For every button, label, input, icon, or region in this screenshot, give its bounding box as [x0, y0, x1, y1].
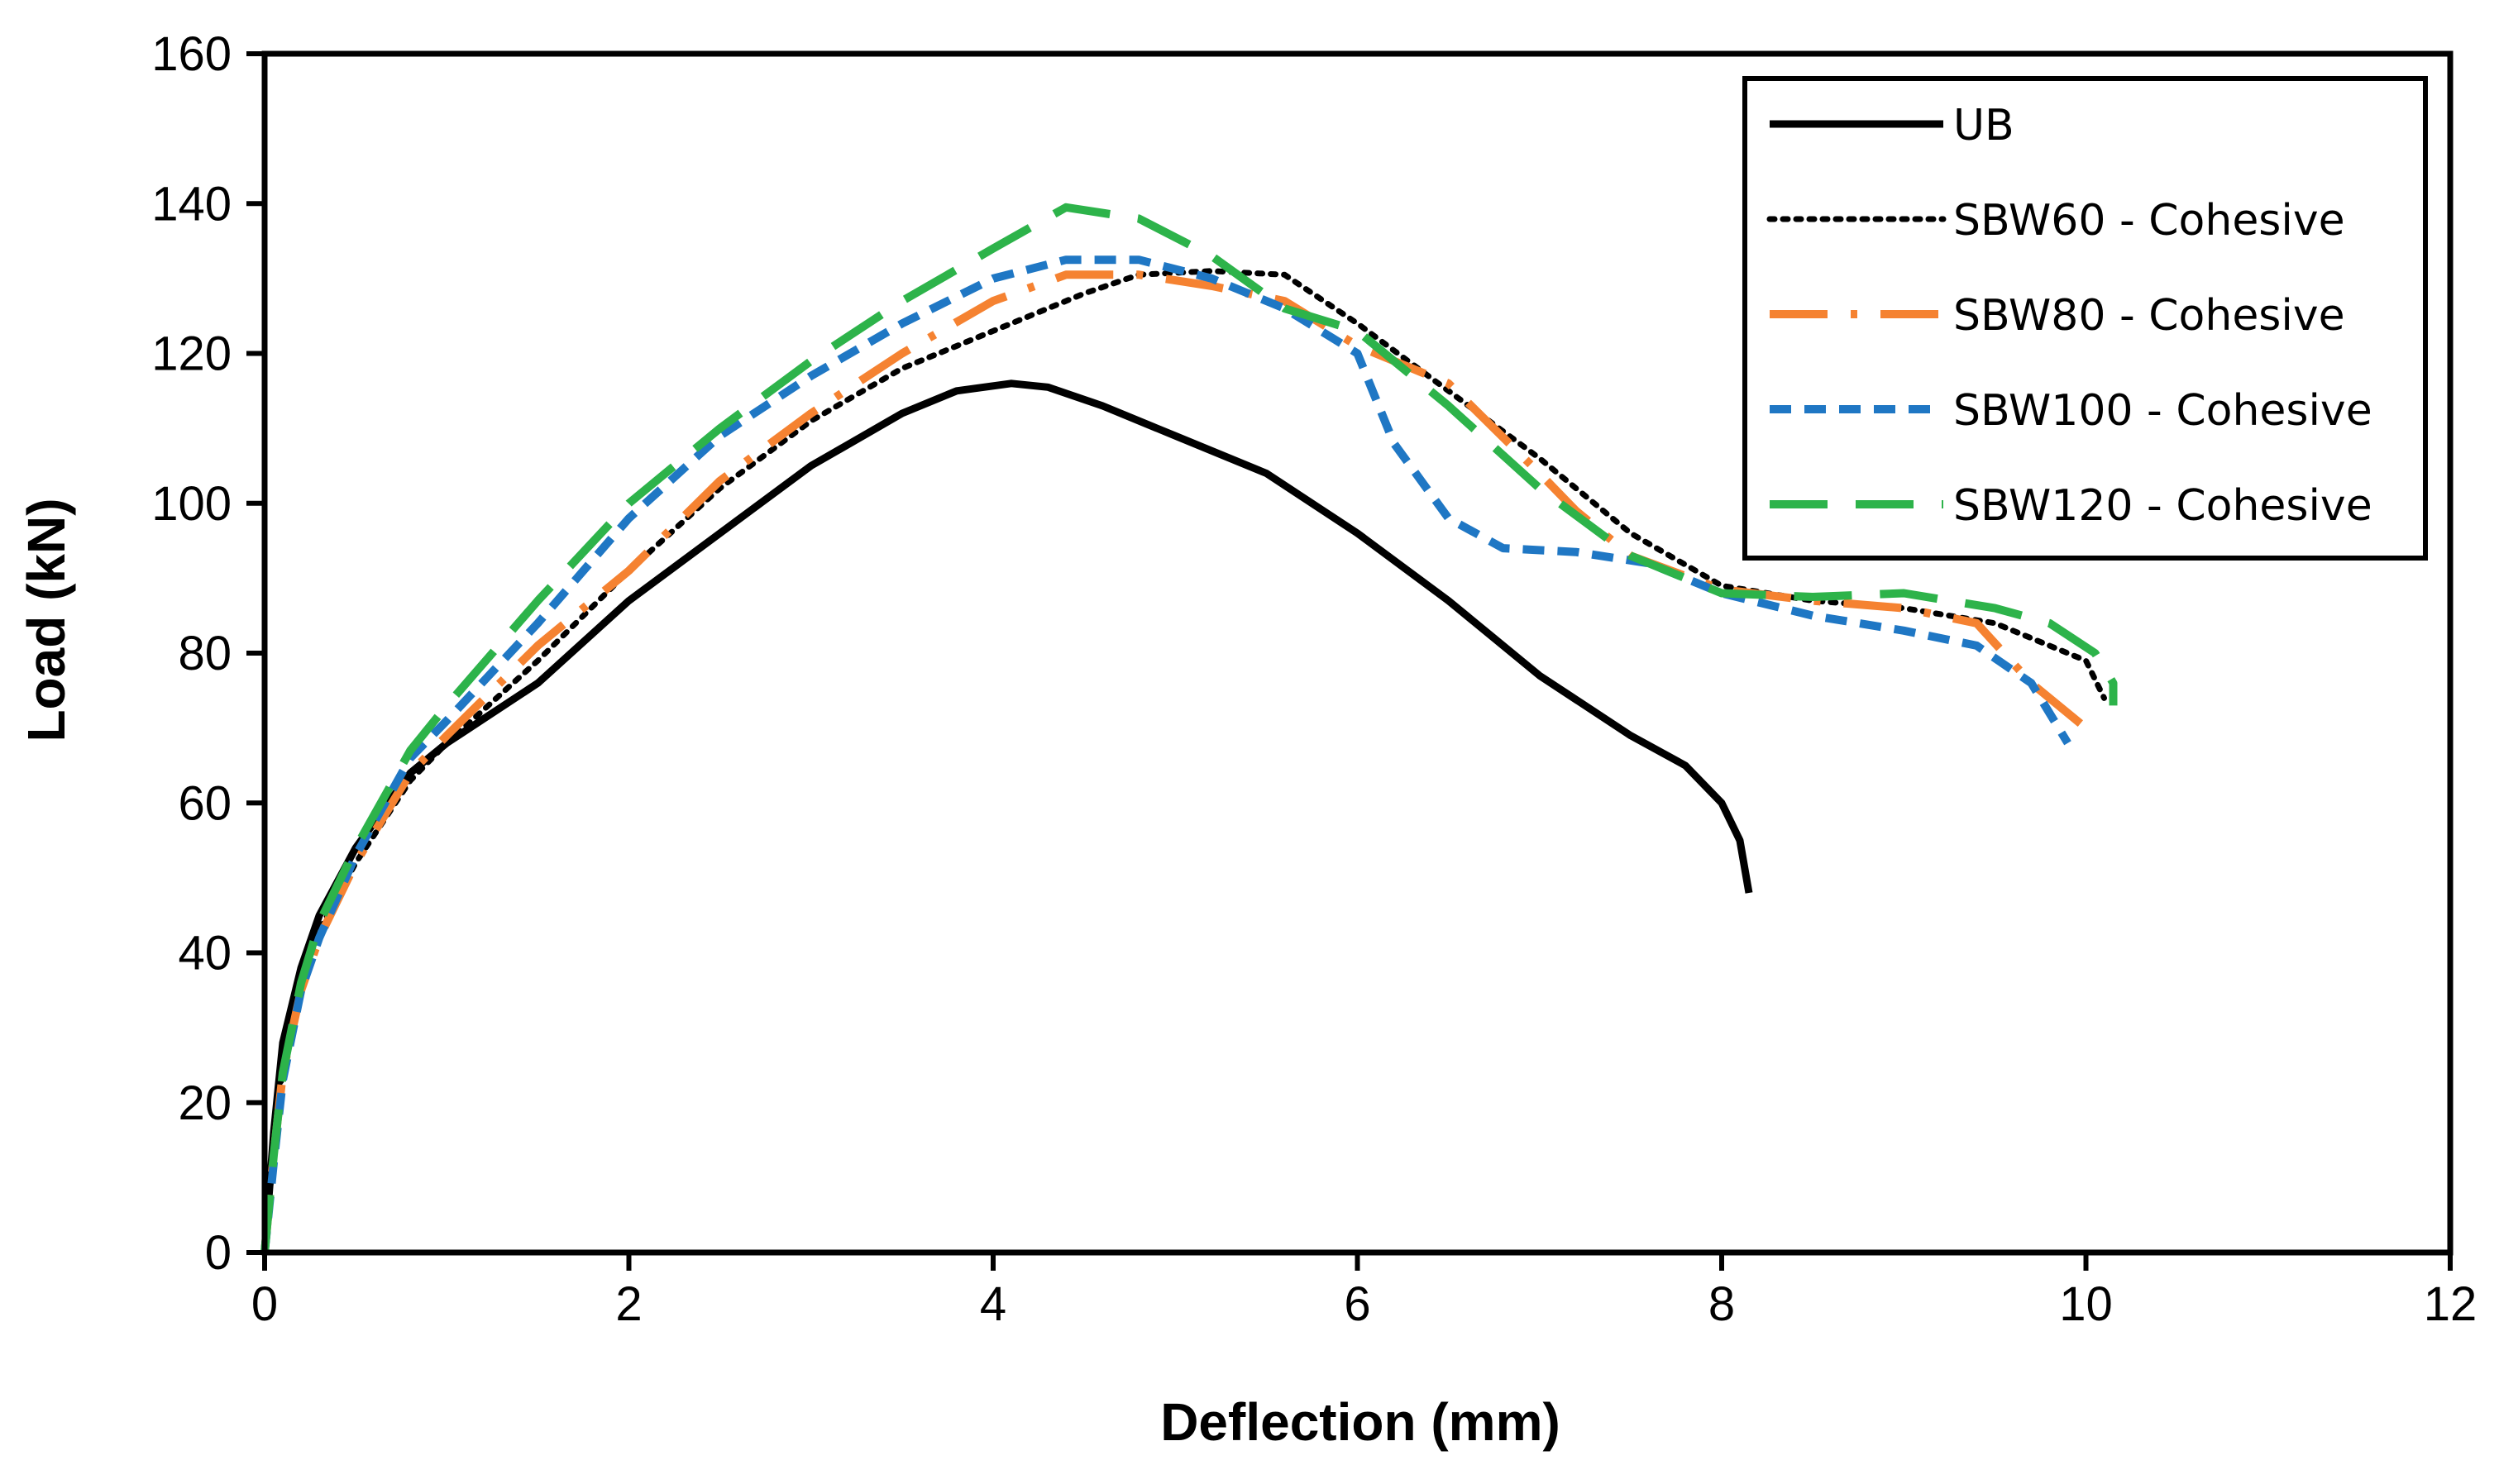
y-axis: 0 20 40 60 80 100 120 140 160: [151, 27, 265, 1280]
y-axis-title: Load (kN): [17, 498, 76, 742]
legend-label: UB: [1953, 101, 2014, 150]
x-axis: 0 2 4 6 8 10 12: [251, 1253, 2477, 1331]
y-tick-label: 100: [151, 477, 232, 531]
x-tick-label: 8: [1708, 1277, 1735, 1331]
legend-label: SBW60 - Cohesive: [1953, 196, 2345, 246]
y-tick-label: 80: [178, 627, 232, 680]
series-layer: [260, 203, 2118, 1256]
legend-box: [1742, 76, 2428, 561]
x-tick-label: 0: [251, 1277, 278, 1331]
y-tick-label: 160: [151, 27, 232, 81]
y-tick-label: 40: [178, 927, 232, 981]
x-axis-title: Deflection (mm): [1160, 1392, 1560, 1452]
y-tick-label: 140: [151, 177, 232, 231]
legend-label: SBW100 - Cohesive: [1953, 386, 2372, 436]
x-tick-label: 12: [2424, 1277, 2477, 1331]
x-tick-label: 6: [1344, 1277, 1370, 1331]
x-tick-label: 2: [615, 1277, 642, 1331]
legend: UB SBW60 - Cohesive SBW80 - Cohesive SBW100…: [1742, 76, 2428, 561]
series-line-sbw120-cohesive: [260, 203, 2118, 1253]
legend-items: UB SBW60 - Cohesive SBW80 - Cohesive SBW100…: [1766, 101, 2372, 531]
legend-label: SBW80 - Cohesive: [1953, 291, 2345, 341]
x-tick-label: 4: [980, 1277, 1006, 1331]
x-tick-label: 10: [2059, 1277, 2113, 1331]
y-tick-label: 60: [178, 776, 232, 830]
y-tick-label: 120: [151, 327, 232, 381]
legend-label: SBW120 - Cohesive: [1953, 481, 2372, 531]
y-tick-label: 0: [205, 1226, 232, 1280]
y-tick-label: 20: [178, 1076, 232, 1130]
